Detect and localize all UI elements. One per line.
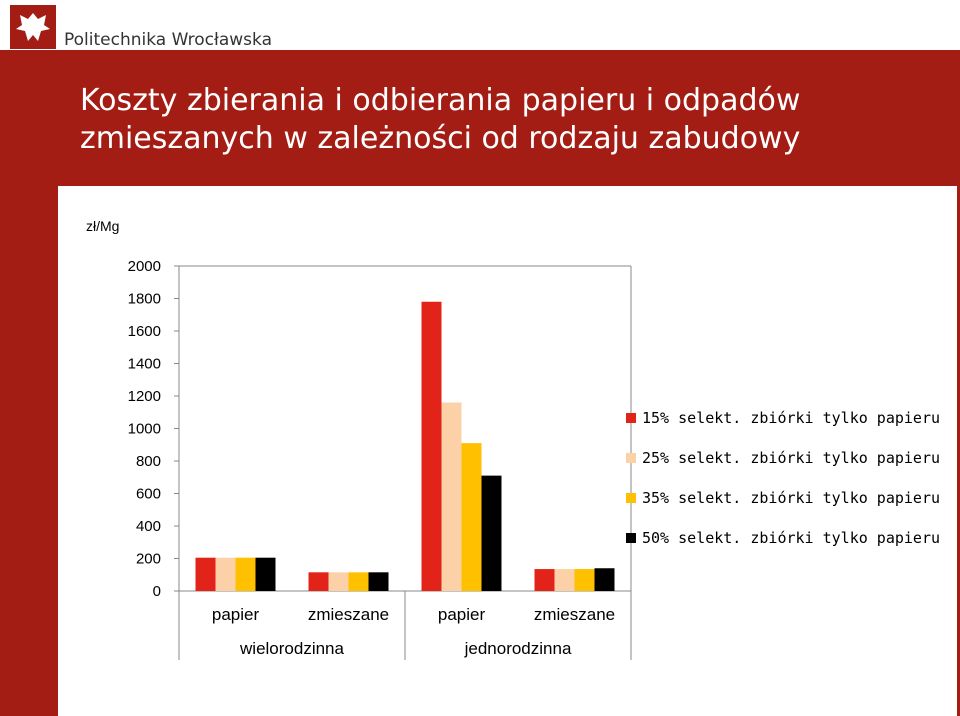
page-title: Koszty zbierania i odbierania papieru i …	[80, 83, 801, 156]
legend-swatch	[626, 453, 636, 463]
x-category-label: papier	[212, 605, 260, 624]
y-tick-label: 800	[136, 453, 161, 470]
y-tick-label: 2000	[128, 258, 161, 275]
y-tick-label: 0	[153, 583, 161, 600]
title-box	[58, 50, 957, 186]
bar	[554, 569, 575, 591]
bar	[255, 557, 276, 591]
x-category-label: zmieszane	[308, 605, 389, 624]
legend-label: 50% selekt. zbiórki tylko papieru	[642, 529, 941, 547]
legend-swatch	[626, 413, 636, 423]
y-tick-label: 1600	[128, 323, 161, 340]
x-category-label: zmieszane	[534, 605, 615, 624]
x-group-label: jednorodzinna	[464, 639, 572, 658]
eagle-logo-icon	[10, 5, 56, 49]
bar	[195, 557, 216, 591]
bar	[441, 402, 462, 591]
y-tick-label: 1200	[128, 388, 161, 405]
left-brand-band	[0, 50, 58, 716]
y-tick-label: 1800	[128, 291, 161, 308]
bar	[308, 572, 329, 591]
x-category-label: papier	[438, 605, 486, 624]
right-brand-band	[957, 50, 960, 716]
y-tick-label: 400	[136, 518, 161, 535]
y-tick-label: 1400	[128, 356, 161, 373]
legend-label: 25% selekt. zbiórki tylko papieru	[642, 449, 941, 467]
legend-label: 35% selekt. zbiórki tylko papieru	[642, 489, 941, 507]
bar	[481, 475, 502, 591]
legend-item: 35% selekt. zbiórki tylko papieru	[626, 478, 940, 518]
bar	[574, 569, 595, 591]
y-unit-label: zł/Mg	[86, 218, 120, 234]
y-tick-label: 200	[136, 551, 161, 568]
y-tick-label: 1000	[128, 421, 161, 438]
legend-swatch	[626, 493, 636, 503]
legend-swatch	[626, 533, 636, 543]
chart-legend: 15% selekt. zbiórki tylko papieru 25% sel…	[626, 398, 940, 558]
bar	[235, 557, 256, 591]
legend-item: 15% selekt. zbiórki tylko papieru	[626, 398, 940, 438]
legend-item: 25% selekt. zbiórki tylko papieru	[626, 438, 940, 478]
bar	[215, 557, 236, 591]
university-name: Politechnika Wrocławska	[64, 30, 272, 50]
bar	[534, 569, 555, 591]
bar	[594, 568, 615, 591]
bar	[348, 572, 369, 591]
header-bar: Politechnika Wrocławska	[0, 0, 960, 50]
legend-item: 50% selekt. zbiórki tylko papieru	[626, 518, 940, 558]
y-tick-label: 600	[136, 486, 161, 503]
bar	[461, 443, 482, 591]
bar	[421, 301, 442, 591]
legend-label: 15% selekt. zbiórki tylko papieru	[642, 409, 941, 427]
bar	[368, 572, 389, 591]
x-group-label: wielorodzinna	[239, 639, 344, 658]
bar	[328, 572, 349, 591]
